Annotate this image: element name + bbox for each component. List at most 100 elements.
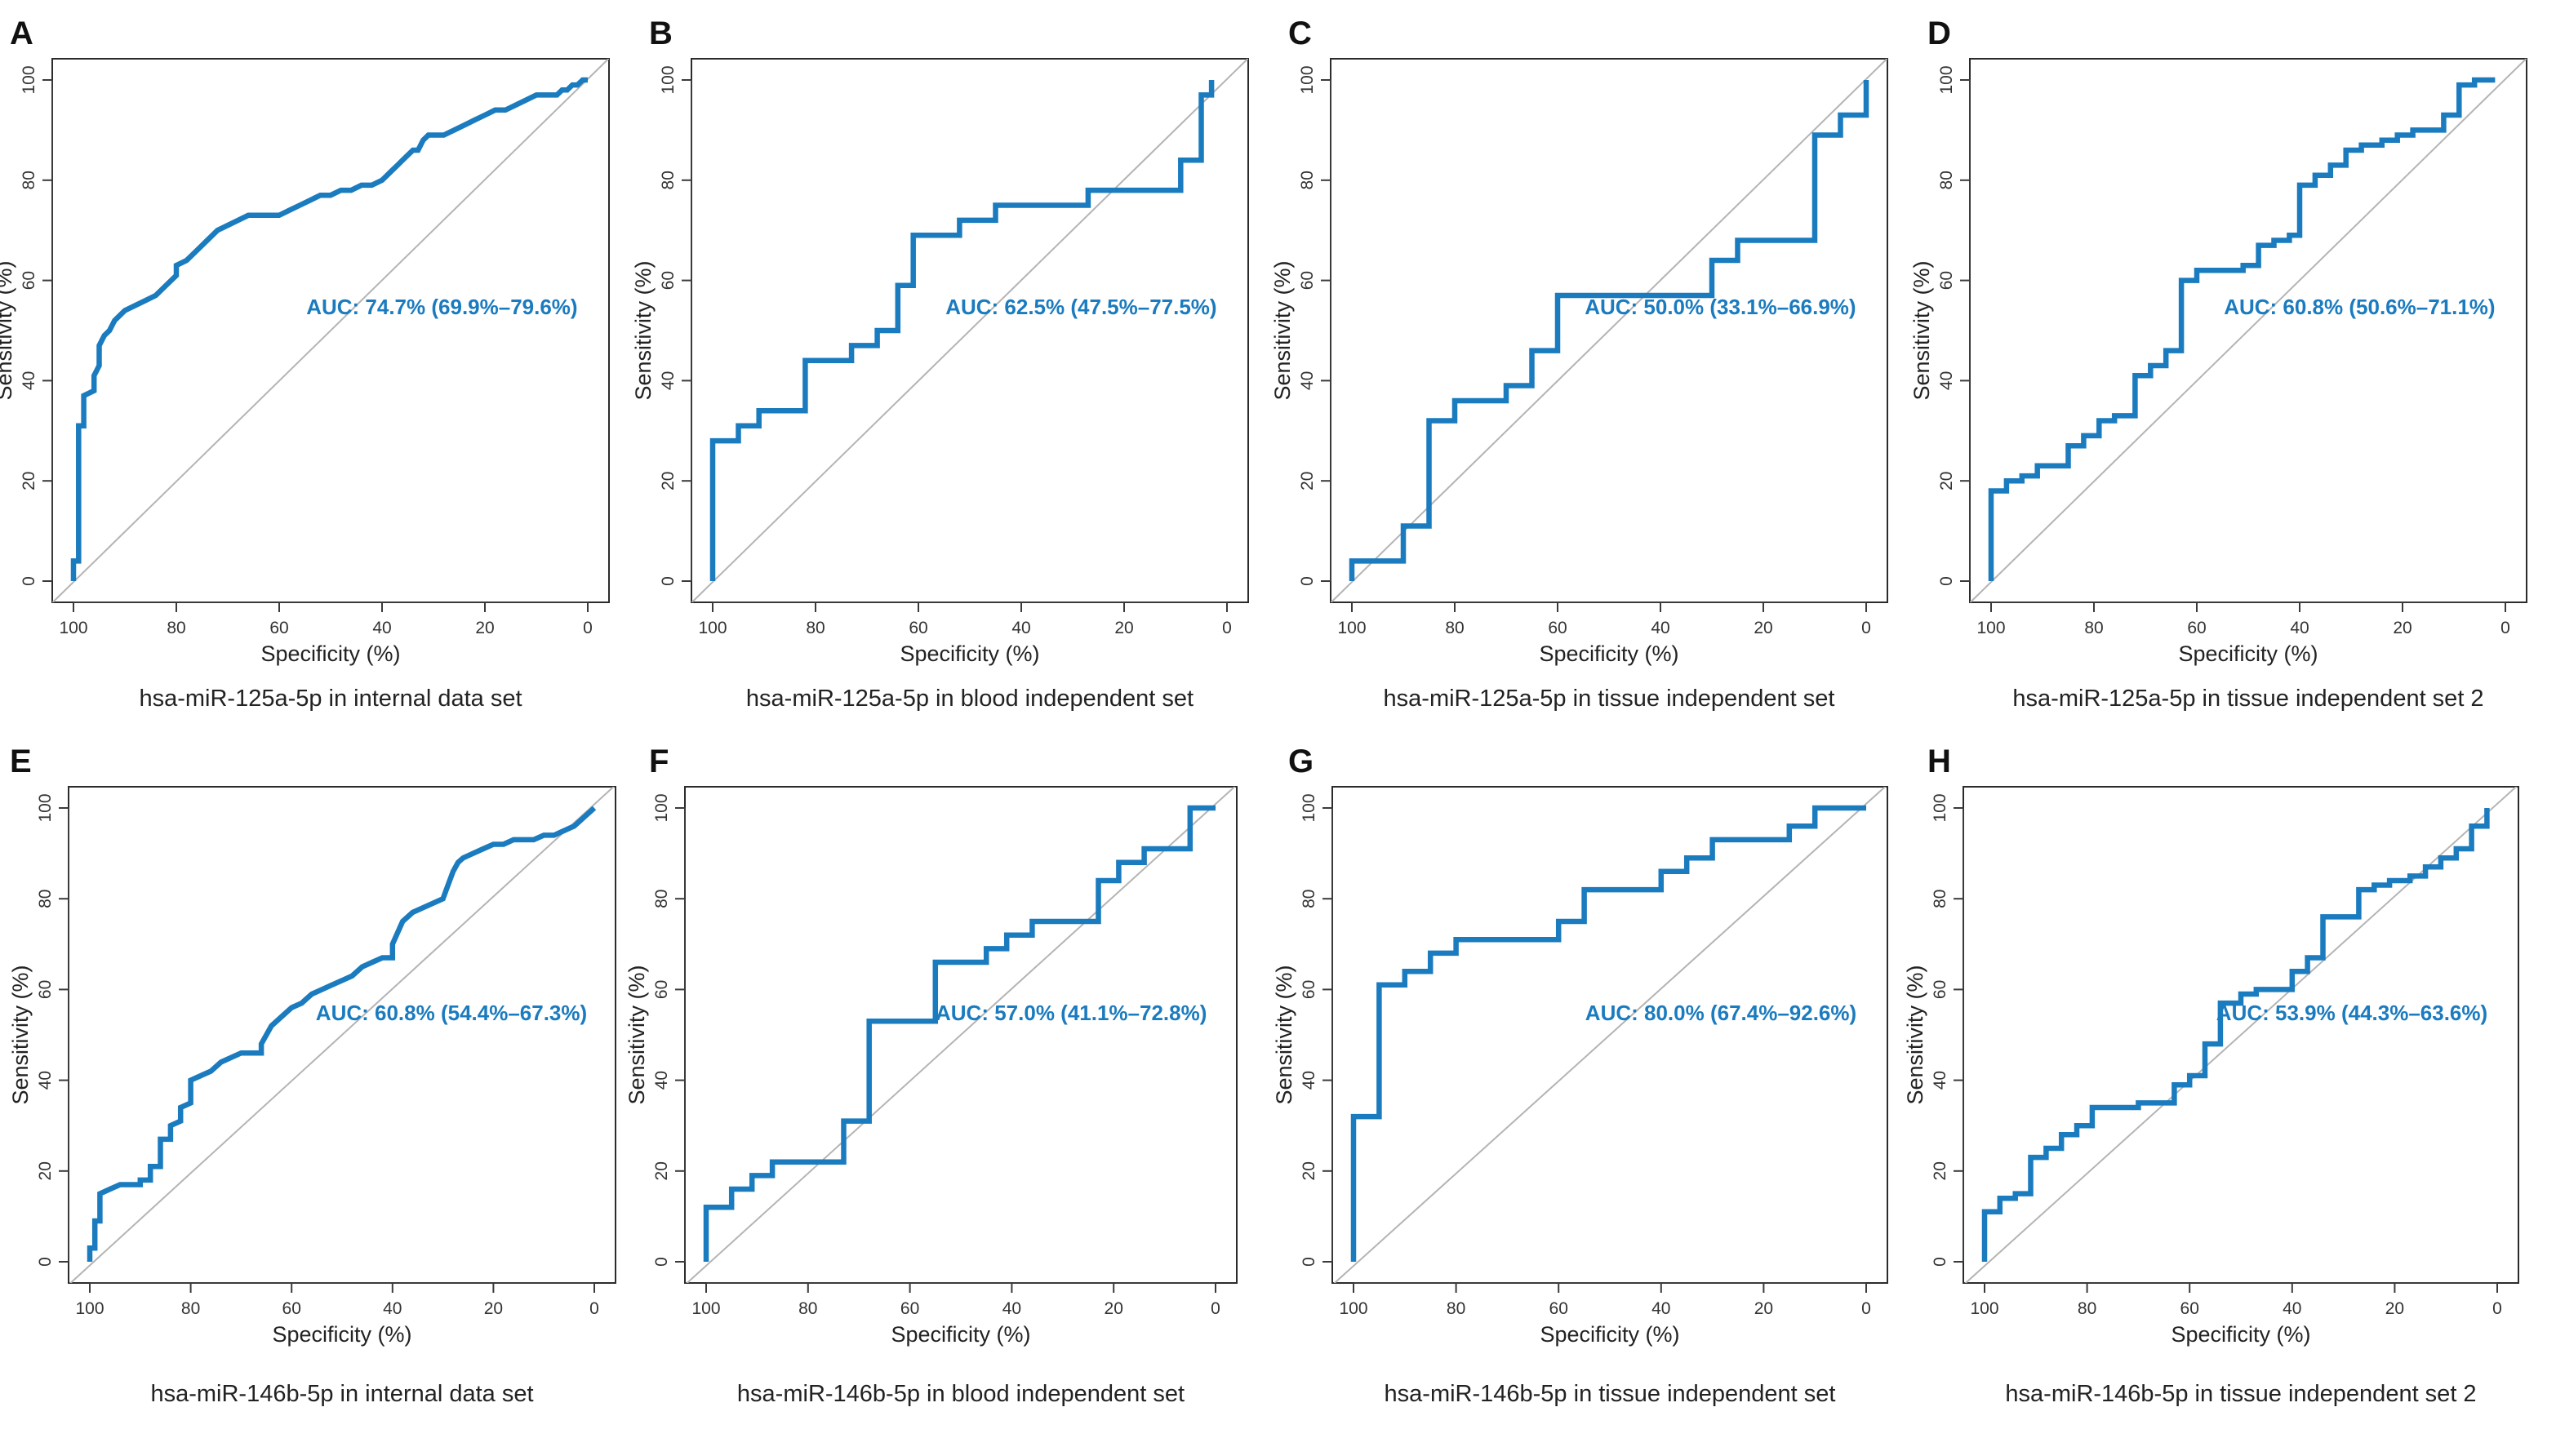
y-tick-label: 0: [1931, 1257, 1949, 1267]
panel-letter: B: [649, 16, 673, 51]
panel-caption: hsa-miR-146b-5p in blood independent set: [736, 1381, 1185, 1407]
y-tick-label: 80: [20, 171, 38, 189]
y-axis-title: Sensitivity (%): [625, 965, 649, 1104]
y-tick-label: 80: [1298, 171, 1317, 189]
x-tick-label: 60: [2180, 1299, 2199, 1318]
roc-curve: [1350, 805, 1866, 1262]
y-tick-label: 40: [1937, 371, 1956, 390]
y-tick-label: 40: [1931, 1071, 1949, 1090]
roc-curve: [703, 805, 1216, 1262]
panel-letter: E: [10, 744, 32, 779]
roc-panel-h: H 100 80 60 40 20 0 Specificity (%) 0 20 40 60 80 100…: [1903, 728, 2556, 1456]
x-tick-label: 100: [698, 619, 727, 637]
x-tick-label: 0: [1861, 619, 1871, 637]
auc-label: AUC: 62.5% (47.5%–77.5%): [945, 295, 1216, 319]
y-tick-label: 80: [1300, 890, 1318, 908]
x-tick-label: 0: [589, 1299, 599, 1318]
reference-diagonal: [691, 59, 1248, 602]
y-axis-title: Sensitivity (%): [1270, 260, 1295, 400]
y-tick-label: 60: [1300, 980, 1318, 999]
x-tick-label: 60: [1548, 619, 1567, 637]
y-tick-label: 60: [1937, 271, 1956, 290]
y-tick-label: 100: [1931, 793, 1949, 822]
reference-diagonal: [1964, 787, 2518, 1283]
reference-diagonal: [686, 787, 1236, 1283]
panel-letter: A: [10, 16, 33, 51]
reference-diagonal: [1331, 59, 1887, 602]
roc-curve: [709, 80, 1215, 581]
x-tick-label: 40: [1651, 1299, 1670, 1318]
x-tick-label: 0: [1222, 619, 1232, 637]
x-tick-label: 20: [2393, 619, 2412, 637]
x-tick-label: 40: [1651, 619, 1669, 637]
x-tick-label: 40: [2290, 619, 2309, 637]
y-tick-label: 20: [36, 1161, 55, 1180]
x-tick-label: 80: [798, 1299, 817, 1318]
y-tick-label: 20: [1300, 1161, 1318, 1180]
x-tick-label: 40: [383, 1299, 402, 1318]
y-tick-label: 100: [20, 65, 38, 94]
panel-letter: F: [649, 744, 669, 779]
y-tick-label: 20: [20, 472, 38, 491]
x-tick-label: 100: [1976, 619, 2005, 637]
roc-chart-c: C 100 80 60 40 20 0 Specificity (%) 0 20 40 60 80 100…: [1270, 16, 1888, 666]
y-tick-label: 20: [659, 472, 678, 491]
x-axis-title: Specificity (%): [900, 641, 1039, 666]
panel-caption: hsa-miR-125a-5p in blood independent set: [745, 686, 1194, 712]
panel-caption: hsa-miR-125a-5p in internal data set: [139, 686, 522, 712]
y-tick-label: 60: [652, 980, 671, 999]
y-tick-label: 40: [652, 1071, 671, 1090]
auc-label: AUC: 53.9% (44.3%–63.6%): [2216, 1001, 2487, 1025]
reference-diagonal: [1333, 787, 1887, 1283]
panel-letter: G: [1288, 744, 1314, 779]
y-tick-label: 60: [659, 271, 678, 290]
auc-label: AUC: 74.7% (69.9%–79.6%): [306, 295, 577, 319]
x-tick-label: 20: [1754, 1299, 1773, 1318]
roc-chart-d: D 100 80 60 40 20 0 Specificity (%) 0 20 40 60 80 100…: [1909, 16, 2527, 666]
roc-curve: [70, 77, 588, 581]
y-tick-label: 40: [36, 1071, 55, 1090]
x-tick-label: 80: [167, 619, 185, 637]
x-axis-title: Specificity (%): [2171, 1322, 2310, 1347]
y-tick-label: 60: [1298, 271, 1317, 290]
y-tick-label: 100: [1300, 793, 1318, 822]
y-tick-label: 40: [20, 371, 38, 390]
x-tick-label: 100: [1339, 1299, 1367, 1318]
x-tick-label: 60: [900, 1299, 919, 1318]
y-tick-label: 20: [1931, 1161, 1949, 1180]
y-tick-label: 20: [1298, 472, 1317, 491]
y-tick-label: 40: [1298, 371, 1317, 390]
x-tick-label: 20: [1105, 1299, 1123, 1318]
y-tick-label: 60: [36, 980, 55, 999]
x-tick-label: 100: [1337, 619, 1366, 637]
panel-letter: H: [1927, 744, 1951, 779]
x-tick-label: 60: [1549, 1299, 1568, 1318]
x-axis-title: Specificity (%): [272, 1322, 411, 1347]
y-tick-label: 0: [20, 576, 38, 586]
y-tick-label: 0: [1937, 576, 1956, 586]
roc-panel-c: C 100 80 60 40 20 0 Specificity (%) 0 20 40 60 80 100…: [1270, 0, 1918, 728]
y-tick-label: 40: [1300, 1071, 1318, 1090]
x-tick-label: 20: [2385, 1299, 2404, 1318]
x-tick-label: 100: [1970, 1299, 1998, 1318]
y-tick-label: 80: [1937, 171, 1956, 189]
auc-label: AUC: 80.0% (67.4%–92.6%): [1585, 1001, 1856, 1025]
roc-curve: [87, 806, 597, 1262]
roc-curve: [1349, 80, 1869, 581]
x-tick-label: 80: [2084, 619, 2103, 637]
auc-label: AUC: 60.8% (50.6%–71.1%): [2224, 295, 2495, 319]
x-tick-label: 100: [75, 1299, 104, 1318]
roc-chart-f: F 100 80 60 40 20 0 Specificity (%) 0 20 40 60 80 100…: [625, 744, 1238, 1347]
y-tick-label: 80: [1931, 890, 1949, 908]
panel-letter: C: [1288, 16, 1312, 51]
panel-caption: hsa-miR-146b-5p in tissue independent se…: [2005, 1381, 2477, 1407]
y-tick-label: 80: [652, 890, 671, 908]
x-tick-label: 0: [2500, 619, 2510, 637]
roc-panel-d: D 100 80 60 40 20 0 Specificity (%) 0 20 40 60 80 100…: [1909, 0, 2556, 728]
y-tick-label: 60: [20, 271, 38, 290]
y-tick-label: 0: [1298, 576, 1317, 586]
x-tick-label: 0: [1211, 1299, 1220, 1318]
x-tick-label: 0: [2492, 1299, 2502, 1318]
x-tick-label: 20: [475, 619, 494, 637]
x-tick-label: 100: [691, 1299, 720, 1318]
